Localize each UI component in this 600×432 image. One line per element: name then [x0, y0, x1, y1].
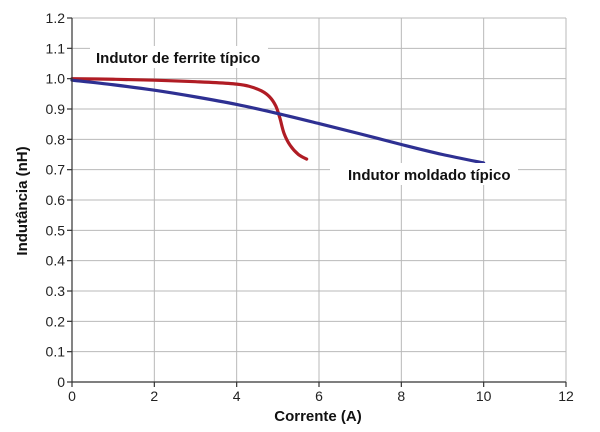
y-tick-label: 0.5 — [46, 222, 66, 238]
x-tick-label: 12 — [558, 388, 574, 404]
series-lines — [70, 77, 486, 165]
y-tick-label: 0.9 — [46, 101, 66, 117]
y-tick-label: 0.4 — [46, 253, 66, 269]
axes — [67, 17, 567, 387]
ferrite-label-bg — [90, 46, 268, 68]
grid — [72, 17, 567, 382]
x-tick-label: 6 — [315, 388, 323, 404]
y-tick-label: 0.7 — [46, 162, 66, 178]
y-tick-label: 1.2 — [46, 10, 66, 26]
y-tick-label: 0.6 — [46, 192, 66, 208]
molded-label-bg — [330, 163, 518, 185]
y-tick-label: 0 — [57, 374, 65, 390]
y-tick-label: 0.8 — [46, 131, 66, 147]
x-tick-label: 4 — [233, 388, 241, 404]
molded-series-label: Indutor moldado típico — [348, 167, 510, 184]
y-tick-label: 0.2 — [46, 313, 66, 329]
x-axis-title: Corrente (A) — [274, 408, 362, 425]
y-axis-title: Indutância (nH) — [14, 146, 31, 255]
ferrite-inductor-line — [70, 77, 309, 161]
ferrite-series-label: Indutor de ferrite típico — [96, 50, 260, 67]
x-tick-label: 0 — [68, 388, 76, 404]
y-tick-label: 0.3 — [46, 283, 66, 299]
x-tick-label: 2 — [150, 388, 158, 404]
tick-labels: 0 2 4 6 8 10 12 0 0.1 0.2 0.3 0.4 0.5 0.6 0.7 0.8 0.9 1.0… — [46, 10, 574, 404]
x-tick-label: 8 — [397, 388, 405, 404]
y-tick-label: 0.1 — [46, 344, 66, 360]
x-tick-label: 10 — [476, 388, 492, 404]
y-tick-label: 1.0 — [46, 71, 66, 87]
molded-inductor-line — [70, 78, 486, 165]
y-tick-label: 1.1 — [46, 40, 66, 56]
